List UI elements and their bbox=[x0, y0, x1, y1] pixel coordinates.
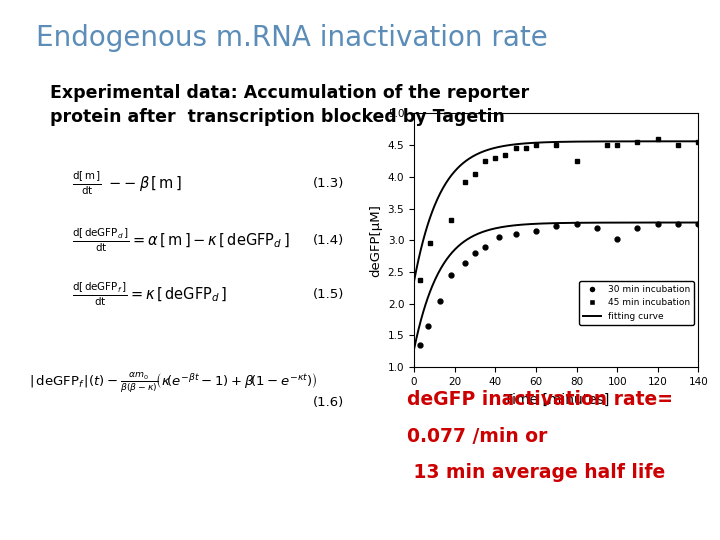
Text: deGFP inactivation rate=: deGFP inactivation rate= bbox=[407, 390, 672, 409]
Text: (1.5): (1.5) bbox=[313, 288, 345, 301]
Text: $|\,\mathrm{deGFP}_f\,|(t) - \frac{\alpha m_0}{\beta(\beta-\kappa)}\!\left(\kapp: $|\,\mathrm{deGFP}_f\,|(t) - \frac{\alph… bbox=[29, 372, 318, 395]
Text: Experimental data: Accumulation of the reporter: Experimental data: Accumulation of the r… bbox=[50, 84, 529, 102]
Text: 0.077 /min or: 0.077 /min or bbox=[407, 427, 547, 446]
Text: 13 min average half life: 13 min average half life bbox=[407, 463, 665, 482]
Text: (1.4): (1.4) bbox=[313, 234, 344, 247]
Text: Endogenous m.RNA inactivation rate: Endogenous m.RNA inactivation rate bbox=[36, 24, 548, 52]
Text: $\frac{\mathrm{d}[\,\mathrm{deGFP}_d\,]}{\mathrm{dt}} = \alpha\,[\,\mathrm{m}\,]: $\frac{\mathrm{d}[\,\mathrm{deGFP}_d\,]}… bbox=[72, 227, 289, 254]
Text: (1.3): (1.3) bbox=[313, 177, 345, 190]
Legend: 30 min incubation, 45 min incubation, fitting curve: 30 min incubation, 45 min incubation, fi… bbox=[579, 281, 694, 325]
Text: protein after  transcription blocked by Tagetin: protein after transcription blocked by T… bbox=[50, 108, 505, 126]
Text: $\frac{\mathrm{d}[\,\mathrm{m}\,]}{\mathrm{dt}} \;-\!-\beta\,[\,\mathrm{m}\,]$: $\frac{\mathrm{d}[\,\mathrm{m}\,]}{\math… bbox=[72, 170, 182, 197]
Y-axis label: deGFP[μM]: deGFP[μM] bbox=[369, 204, 382, 276]
X-axis label: Time [minutes]: Time [minutes] bbox=[503, 393, 609, 407]
Text: (1.6): (1.6) bbox=[313, 396, 344, 409]
Text: $\frac{\mathrm{d}[\,\mathrm{deGFP}_f\,]}{\mathrm{dt}} = \kappa\,[\,\mathrm{deGFP: $\frac{\mathrm{d}[\,\mathrm{deGFP}_f\,]}… bbox=[72, 281, 228, 308]
